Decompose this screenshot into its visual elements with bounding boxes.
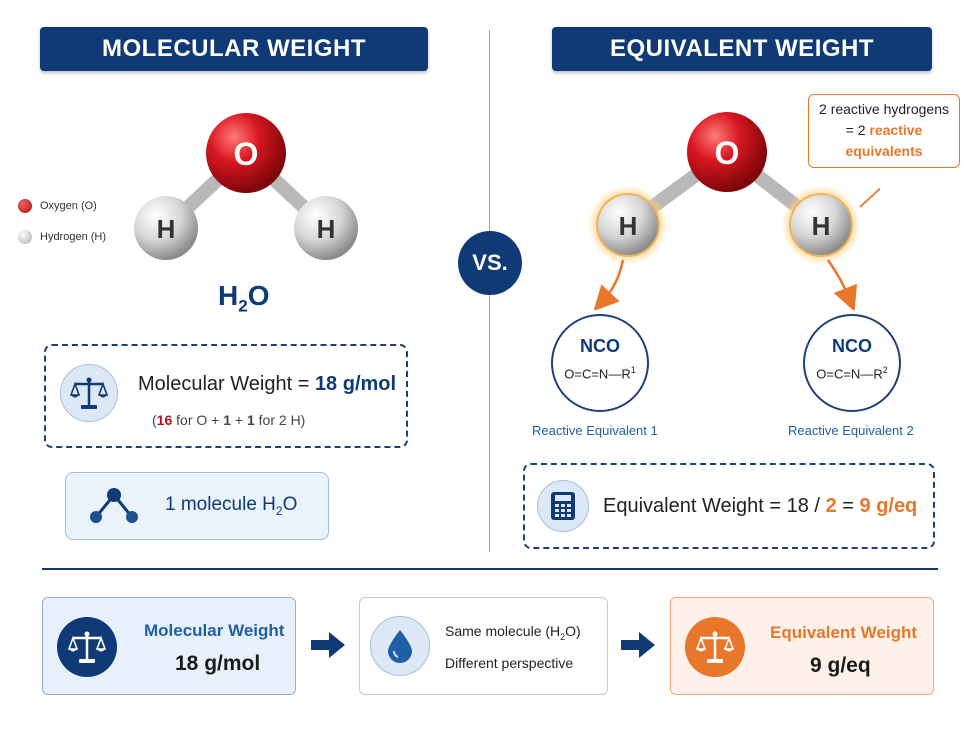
summary-card-equivalent: Equivalent Weight 9 g/eq — [670, 597, 934, 695]
equivalent-weight-equation: Equivalent Weight = 18 / 2 = 9 g/eq — [603, 495, 918, 517]
one-molecule-text: 1 molecule H2O — [165, 494, 298, 518]
oxygen-label: O — [234, 136, 259, 172]
summary-same-molecule: Same molecule (H2O) — [445, 623, 581, 642]
summary-different-perspective: Different perspective — [445, 655, 574, 671]
legend-hydrogen-label: Hydrogen (H) — [40, 231, 107, 243]
equivalent-weight-header: EQUIVALENT WEIGHT — [552, 27, 932, 71]
hydrogen-dot-icon — [18, 230, 32, 244]
calculator-icon — [537, 480, 589, 532]
hydrogen-label-right: H — [317, 214, 336, 244]
vs-badge: VS. — [458, 231, 522, 295]
summary-card-molecular: Molecular Weight 18 g/mol — [42, 597, 296, 695]
svg-text:H: H — [812, 211, 831, 241]
arrow-right-icon — [621, 632, 655, 658]
svg-text:O: O — [715, 135, 740, 171]
water-molecule-right: O H H — [588, 112, 880, 310]
horizontal-divider — [42, 568, 938, 570]
hydrogen-label-left: H — [157, 214, 176, 244]
legend-hydrogen: Hydrogen (H) — [18, 230, 106, 244]
arrow-to-nco-2 — [826, 259, 857, 310]
water-molecule-left: O H H — [134, 113, 358, 260]
hydrogen-atom-right — [294, 196, 358, 260]
hydrogen-atom-left — [134, 196, 198, 260]
summary-molecular-value: 18 g/mol — [175, 652, 261, 675]
molecule-icon — [90, 488, 138, 523]
scale-icon — [60, 364, 118, 422]
reactive-equivalent-2-label: Reactive Equivalent 2 — [788, 423, 914, 438]
nco-circle-2: NCO O=C=N—R2 — [803, 314, 901, 412]
summary-molecular-title: Molecular Weight — [144, 621, 285, 640]
reactive-hydrogens-callout: 2 reactive hydrogens = 2 reactive equiva… — [808, 94, 960, 168]
arrow-right-icon — [311, 632, 345, 658]
summary-equivalent-value: 9 g/eq — [810, 654, 871, 677]
oxygen-atom-right — [687, 112, 767, 192]
reactive-equivalent-1-label: Reactive Equivalent 1 — [532, 423, 658, 438]
scale-icon — [685, 617, 745, 677]
arrow-to-nco-1 — [593, 259, 625, 310]
summary-equivalent-title: Equivalent Weight — [770, 623, 918, 642]
oxygen-atom — [206, 113, 286, 193]
legend-oxygen: Oxygen (O) — [18, 199, 97, 213]
nco-circle-1: NCO O=C=N—R1 — [551, 314, 649, 412]
svg-text:H: H — [619, 211, 638, 241]
scale-icon — [57, 617, 117, 677]
molecular-weight-detail: (16 for O + 1 + 1 for 2 H) — [152, 412, 306, 428]
water-formula: H2O — [218, 280, 270, 316]
molecular-weight-equation: Molecular Weight = 18 g/mol — [138, 373, 397, 395]
summary-card-perspective: Same molecule (H2O) Different perspectiv… — [359, 597, 608, 695]
callout-leader — [859, 187, 880, 208]
one-molecule-box: 1 molecule H2O — [65, 472, 329, 540]
water-drop-icon — [370, 616, 430, 676]
oxygen-dot-icon — [18, 199, 32, 213]
molecular-weight-header: MOLECULAR WEIGHT — [40, 27, 428, 71]
equivalent-weight-box — [523, 463, 935, 549]
reactive-hydrogen-2 — [789, 193, 853, 257]
reactive-hydrogen-1 — [596, 193, 660, 257]
legend-oxygen-label: Oxygen (O) — [40, 200, 97, 212]
